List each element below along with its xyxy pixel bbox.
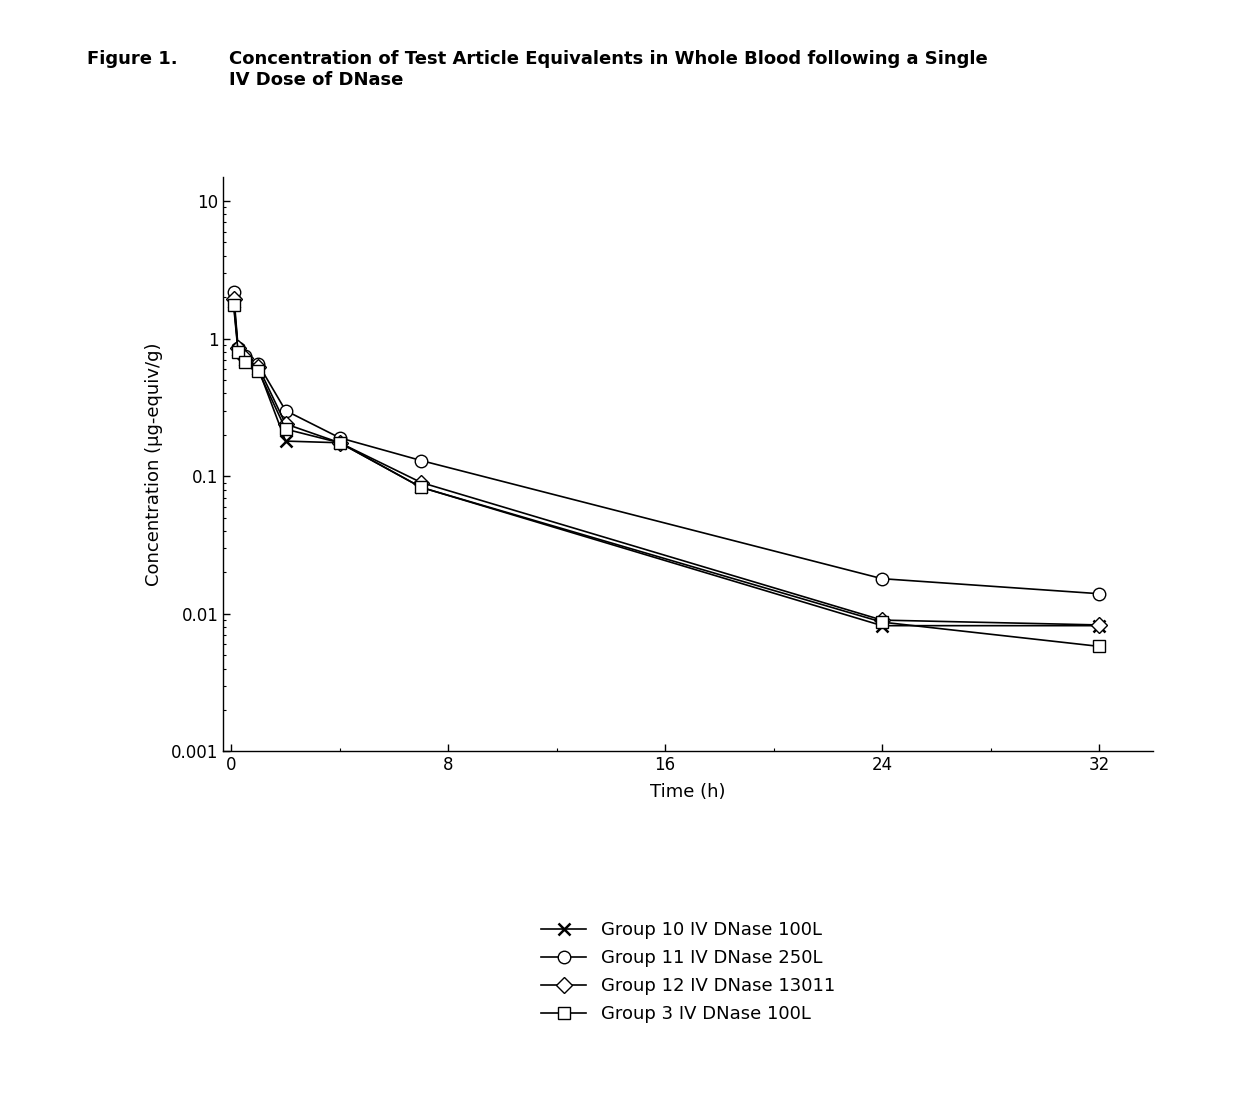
Group 12 IV DNase 13011 <box>414 476 429 490</box>
Group 10 IV DNase 100L <box>414 481 429 494</box>
Group 11 IV DNase 250L <box>231 341 246 355</box>
Group 3 IV DNase 100L <box>237 355 252 368</box>
Group 12 IV DNase 13011 <box>226 292 241 305</box>
Group 11 IV DNase 250L <box>414 454 429 467</box>
Group 11 IV DNase 250L <box>250 358 265 371</box>
Group 3 IV DNase 100L <box>226 298 241 312</box>
Group 11 IV DNase 250L <box>332 431 347 444</box>
Group 10 IV DNase 100L <box>231 344 246 357</box>
Group 10 IV DNase 100L <box>278 434 293 448</box>
Group 3 IV DNase 100L <box>332 436 347 450</box>
Line: Group 12 IV DNase 13011: Group 12 IV DNase 13011 <box>228 293 1105 631</box>
Group 12 IV DNase 13011 <box>1091 619 1106 632</box>
Group 3 IV DNase 100L <box>1091 640 1106 653</box>
Group 11 IV DNase 250L <box>226 285 241 298</box>
Group 10 IV DNase 100L <box>226 295 241 308</box>
Group 12 IV DNase 13011 <box>874 613 889 627</box>
Line: Group 10 IV DNase 100L: Group 10 IV DNase 100L <box>227 296 1105 632</box>
Legend: Group 10 IV DNase 100L, Group 11 IV DNase 250L, Group 12 IV DNase 13011, Group 3: Group 10 IV DNase 100L, Group 11 IV DNas… <box>542 922 835 1023</box>
Group 12 IV DNase 13011 <box>250 360 265 373</box>
Line: Group 11 IV DNase 250L: Group 11 IV DNase 250L <box>227 285 1105 600</box>
Group 11 IV DNase 250L <box>1091 587 1106 600</box>
Group 11 IV DNase 250L <box>874 572 889 586</box>
Group 10 IV DNase 100L <box>874 619 889 632</box>
Group 3 IV DNase 100L <box>414 481 429 494</box>
Group 11 IV DNase 250L <box>237 349 252 362</box>
Group 10 IV DNase 100L <box>1091 619 1106 632</box>
Group 10 IV DNase 100L <box>250 362 265 376</box>
Text: Figure 1.: Figure 1. <box>87 50 177 67</box>
Text: Concentration of Test Article Equivalents in Whole Blood following a Single
IV D: Concentration of Test Article Equivalent… <box>229 50 988 88</box>
Y-axis label: Concentration (μg-equiv/g): Concentration (μg-equiv/g) <box>145 343 162 586</box>
Group 12 IV DNase 13011 <box>332 436 347 450</box>
Group 12 IV DNase 13011 <box>237 351 252 365</box>
Group 11 IV DNase 250L <box>278 404 293 418</box>
X-axis label: Time (h): Time (h) <box>651 782 725 801</box>
Group 3 IV DNase 100L <box>250 365 265 378</box>
Group 3 IV DNase 100L <box>231 346 246 359</box>
Line: Group 3 IV DNase 100L: Group 3 IV DNase 100L <box>228 299 1105 652</box>
Group 10 IV DNase 100L <box>237 354 252 367</box>
Group 10 IV DNase 100L <box>332 436 347 450</box>
Group 3 IV DNase 100L <box>278 422 293 435</box>
Group 12 IV DNase 13011 <box>278 418 293 431</box>
Group 12 IV DNase 13011 <box>231 341 246 355</box>
Group 3 IV DNase 100L <box>874 615 889 629</box>
